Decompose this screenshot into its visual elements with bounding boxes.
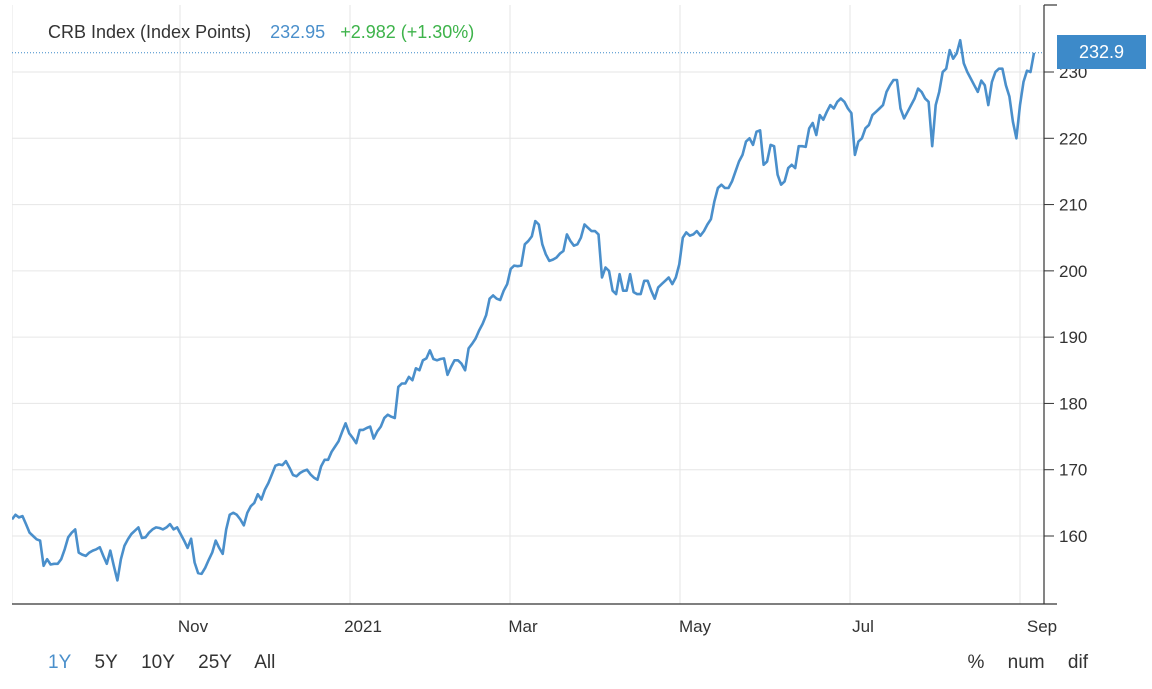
- legend-last-value: 232.95: [270, 22, 326, 42]
- grid: [12, 5, 1044, 604]
- legend-change: +2.982 (+1.30%): [340, 22, 475, 42]
- range-selector: 1Y 5Y 10Y 25Y All: [48, 652, 293, 674]
- chart-legend: CRB Index (Index Points) 232.95 +2.982 (…: [48, 22, 474, 43]
- legend-series-name: CRB Index (Index Points): [48, 22, 252, 42]
- x-tick-label: Mar: [508, 617, 538, 636]
- last-price-tag: 232.9: [1057, 35, 1146, 69]
- x-tick-label: Jul: [852, 617, 874, 636]
- series-line: [12, 38, 1036, 582]
- y-tick-label: 180: [1059, 394, 1087, 413]
- series-layer: [12, 38, 1036, 582]
- range-25y-button[interactable]: 25Y: [198, 652, 232, 673]
- mode-percent-button[interactable]: %: [967, 652, 985, 673]
- range-1y-button[interactable]: 1Y: [48, 652, 72, 673]
- y-tick-label: 190: [1059, 328, 1087, 347]
- y-tick-label: 220: [1059, 129, 1087, 148]
- range-all-button[interactable]: All: [254, 652, 276, 673]
- x-tick-label: Sep: [1027, 617, 1057, 636]
- range-10y-button[interactable]: 10Y: [141, 652, 175, 673]
- y-tick-label: 170: [1059, 461, 1087, 480]
- mode-dif-button[interactable]: dif: [1067, 652, 1088, 673]
- mode-num-button[interactable]: num: [1007, 652, 1045, 673]
- x-tick-label: May: [679, 617, 712, 636]
- x-tick-label: Nov: [178, 617, 209, 636]
- y-tick-label: 200: [1059, 262, 1087, 281]
- x-axis: Nov 2021 Mar May Jul Sep: [12, 603, 1057, 636]
- chart-frame: 160 170 180 190 200 210 220 230 Nov 2021 Mar May Ju…: [12, 0, 1146, 689]
- mode-selector: % num dif: [949, 652, 1088, 674]
- x-tick-label: 2021: [344, 617, 382, 636]
- y-tick-label: 160: [1059, 527, 1087, 546]
- range-5y-button[interactable]: 5Y: [94, 652, 118, 673]
- y-tick-label: 210: [1059, 196, 1087, 215]
